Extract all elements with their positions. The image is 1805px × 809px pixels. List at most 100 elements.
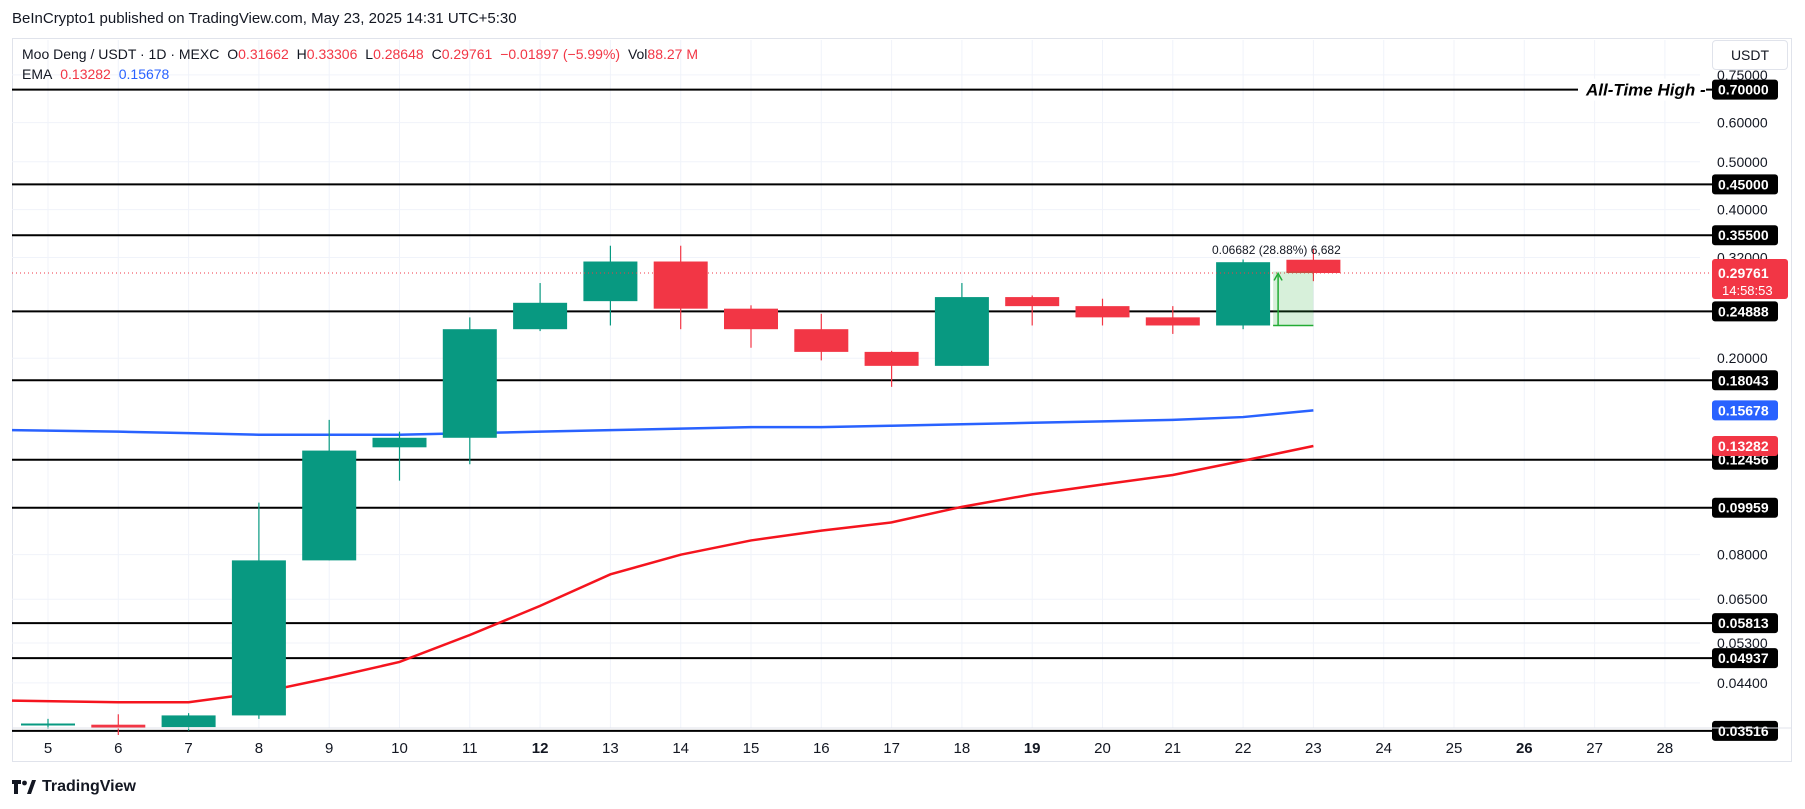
level-label-bg xyxy=(1712,174,1778,195)
candle-body xyxy=(583,261,638,302)
chart-frame xyxy=(12,38,1792,762)
low-label: L xyxy=(365,46,374,62)
close-label: C xyxy=(431,46,442,62)
tradingview-logo-text: TradingView xyxy=(42,778,136,795)
x-tick-label: 8 xyxy=(255,740,263,757)
candle-body xyxy=(302,450,357,561)
level-label-bg xyxy=(1712,648,1778,669)
ema-price-label: 0.15678 xyxy=(1718,402,1769,418)
x-tick-label: 26 xyxy=(1516,740,1533,757)
x-tick-label: 12 xyxy=(532,740,549,757)
x-tick-label: 14 xyxy=(672,740,689,757)
ema-red-line xyxy=(11,444,1314,704)
level-label: 0.45000 xyxy=(1718,176,1769,192)
level-label-bg xyxy=(1712,79,1778,100)
y-tick-label: 0.05300 xyxy=(1717,635,1768,651)
level-label: 0.70000 xyxy=(1718,82,1769,98)
level-label: 0.03516 xyxy=(1718,723,1769,739)
x-tick-label: 7 xyxy=(184,740,192,757)
level-annotation-bg xyxy=(1578,78,1706,101)
x-tick-label: 28 xyxy=(1657,740,1674,757)
price-axis: 0.750000.600000.500000.400000.320000.200… xyxy=(1712,67,1788,691)
candle-body xyxy=(724,308,778,330)
y-tick-label: 0.08000 xyxy=(1717,547,1768,563)
tradingview-logo[interactable]: TradingView xyxy=(12,778,136,796)
ohlc-row: Moo Deng / USDT · 1D · MEXC O0.31662 H0.… xyxy=(22,44,702,64)
candle-body xyxy=(1005,297,1060,307)
y-tick-label: 0.50000 xyxy=(1717,154,1768,170)
x-tick-label: 23 xyxy=(1305,740,1322,757)
level-label: 0.24888 xyxy=(1718,303,1769,319)
candle-body xyxy=(1075,306,1130,318)
level-label-bg xyxy=(1712,497,1778,518)
candle-body xyxy=(231,560,286,716)
y-tick-label: 0.20000 xyxy=(1717,350,1768,366)
current-price-label-bg xyxy=(1712,259,1788,300)
candle-body xyxy=(161,715,216,728)
measure-arrow-head xyxy=(1273,271,1283,281)
time-axis: 5 6 7 8 9 10 11 12 13 14 15 16 17 18 19 20 21 22 23 24 25 26 2… xyxy=(12,727,1792,757)
high-value: 0.33306 xyxy=(306,46,358,62)
tradingview-logo-icon xyxy=(12,780,36,794)
x-tick-label: 20 xyxy=(1094,740,1111,757)
y-tick-label: 0.60000 xyxy=(1717,115,1768,131)
ema-price-label-bg xyxy=(1712,400,1778,421)
ema-label[interactable]: EMA xyxy=(22,66,53,82)
y-tick-label: 0.04400 xyxy=(1717,675,1768,691)
candle-body xyxy=(934,297,989,366)
level-label-bg xyxy=(1712,225,1778,246)
x-tick-label: 11 xyxy=(462,740,478,757)
support-resistance-levels: All-Time High - 0.70000 0.45000 0.35500 0.24… xyxy=(12,78,1778,741)
level-label: 0.04937 xyxy=(1718,650,1769,666)
candle-body xyxy=(1145,317,1200,326)
current-price-label: 0.29761 xyxy=(1718,265,1769,281)
ema-blue-line xyxy=(11,409,1314,436)
symbol-title[interactable]: Moo Deng / USDT · 1D · MEXC xyxy=(22,46,220,62)
x-tick-label: 24 xyxy=(1375,740,1392,757)
volume-value: 88.27 M xyxy=(647,46,699,62)
price-range-measure: 0.06682 (28.88%) 6,682 xyxy=(1212,243,1341,327)
level-label-bg xyxy=(1712,370,1778,391)
level-label-bg xyxy=(1712,613,1778,634)
grid xyxy=(12,40,1700,728)
chart-legend: Moo Deng / USDT · 1D · MEXC O0.31662 H0.… xyxy=(22,44,702,84)
ema-blue-value: 0.15678 xyxy=(118,66,170,82)
candle-body xyxy=(21,723,75,726)
publish-info: BeInCrypto1 published on TradingView.com… xyxy=(12,10,517,27)
x-tick-label: 16 xyxy=(813,740,830,757)
y-tick-label: 0.75000 xyxy=(1717,67,1768,83)
x-tick-label: 5 xyxy=(44,740,52,757)
y-tick-label: 0.40000 xyxy=(1717,202,1768,218)
candles xyxy=(12,245,1712,735)
candle-body xyxy=(91,724,146,728)
x-tick-label: 15 xyxy=(743,740,760,757)
candle-body xyxy=(653,261,708,309)
level-label: 0.09959 xyxy=(1718,500,1769,516)
x-tick-label: 17 xyxy=(883,740,900,757)
currency-button[interactable]: USDT xyxy=(1712,40,1788,70)
open-label: O xyxy=(227,46,239,62)
x-tick-label: 9 xyxy=(325,740,333,757)
y-tick-label: 0.06500 xyxy=(1717,591,1768,607)
level-label: 0.35500 xyxy=(1718,227,1769,243)
volume-label: Vol xyxy=(627,46,648,62)
x-tick-label: 18 xyxy=(954,740,971,757)
measure-box xyxy=(1273,271,1314,326)
x-tick-label: 13 xyxy=(602,740,619,757)
level-annotation: All-Time High - xyxy=(1585,81,1706,100)
ema-row: EMA 0.13282 0.15678 xyxy=(22,64,702,84)
ema-red-value: 0.13282 xyxy=(60,66,111,82)
close-value: 0.29761 xyxy=(441,46,493,62)
x-tick-label: 6 xyxy=(114,740,122,757)
ema-price-label: 0.13282 xyxy=(1718,438,1769,454)
level-label-bg xyxy=(1712,720,1778,741)
high-label: H xyxy=(296,46,307,62)
change-value: −0.01897 (−5.99%) xyxy=(500,46,621,62)
candle-body xyxy=(794,329,849,352)
open-value: 0.31662 xyxy=(238,46,289,62)
level-label: 0.18043 xyxy=(1718,372,1769,388)
low-value: 0.28648 xyxy=(373,46,424,62)
ema-price-label-bg xyxy=(1712,435,1778,456)
x-tick-label: 27 xyxy=(1586,740,1603,757)
